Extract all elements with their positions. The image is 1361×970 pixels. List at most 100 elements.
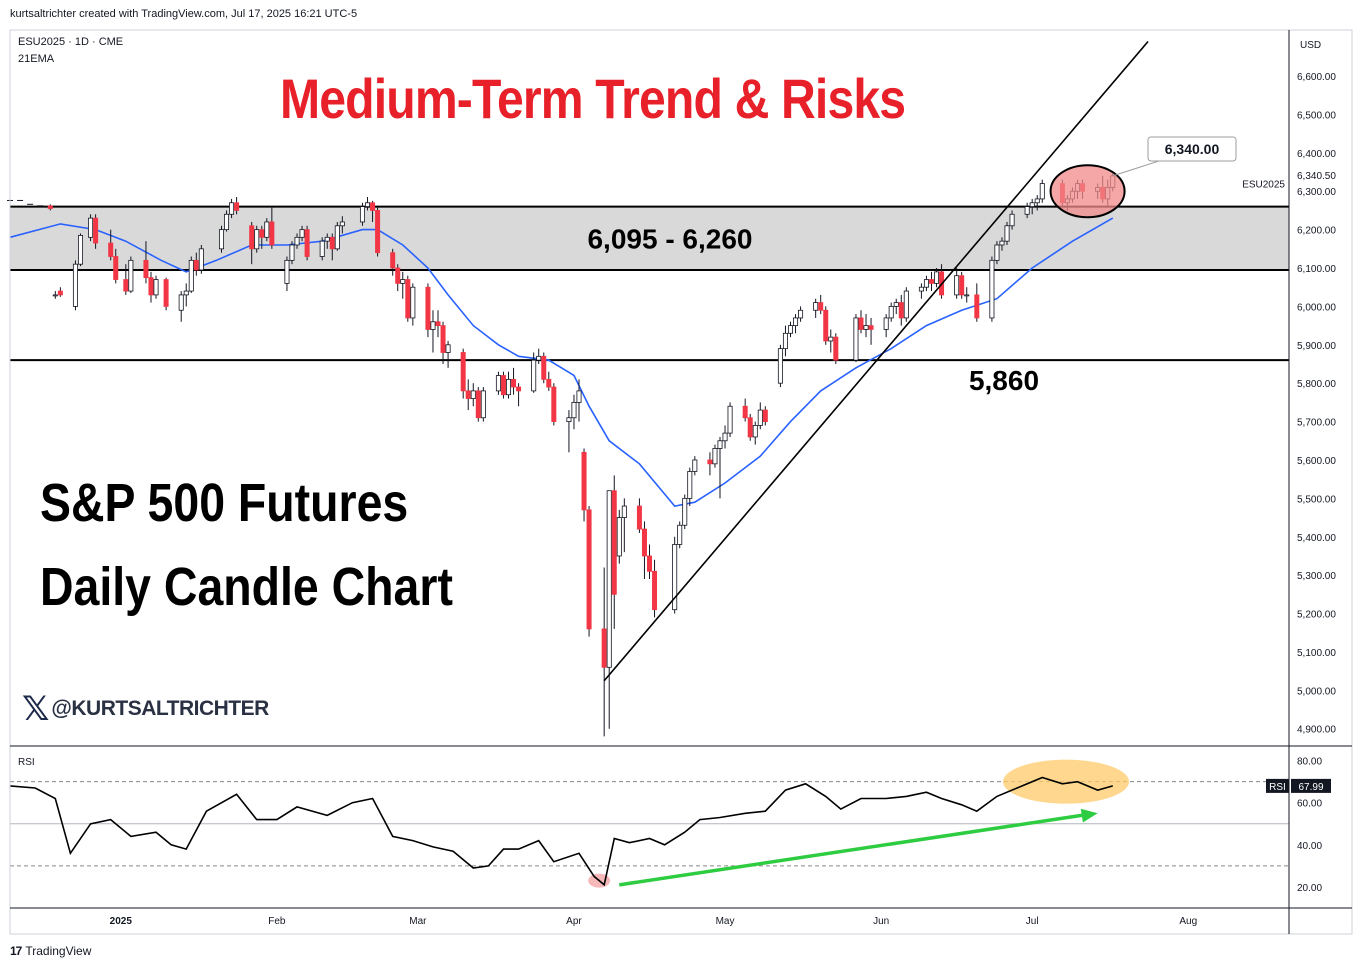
candle	[334, 221, 340, 251]
candle	[516, 383, 522, 407]
candle-body	[918, 286, 924, 292]
price-tick-label: 5,300.00	[1297, 571, 1336, 582]
candle-body	[536, 355, 542, 361]
candle	[405, 275, 411, 322]
indicator-label: 21EMA	[18, 53, 55, 65]
time-tick-label: Mar	[409, 916, 427, 927]
candle	[954, 268, 960, 299]
candle-body	[143, 259, 149, 279]
candle-body	[1029, 202, 1035, 208]
candle	[893, 298, 899, 315]
candle-body	[853, 317, 859, 361]
candle-body	[193, 259, 199, 271]
candle	[546, 371, 552, 391]
candle	[712, 444, 718, 468]
candle-body	[818, 302, 824, 311]
candle-body	[682, 497, 688, 526]
price-tick-label: 5,400.00	[1297, 533, 1336, 544]
candle	[636, 498, 642, 533]
candle-body	[611, 490, 617, 595]
candle	[440, 321, 446, 365]
candle	[994, 241, 1000, 265]
candle-body	[923, 279, 929, 288]
candle-body	[742, 405, 748, 419]
candle	[188, 256, 194, 293]
candle-body	[153, 279, 159, 296]
candle	[641, 521, 647, 579]
candle	[652, 559, 658, 618]
candle-body	[712, 448, 718, 465]
candle-body	[576, 390, 582, 403]
candle	[284, 256, 290, 292]
candle	[581, 448, 587, 522]
support-label: 5,860	[969, 365, 1039, 396]
candle	[178, 291, 184, 322]
candle	[359, 202, 365, 226]
rsi-line	[9, 776, 1114, 887]
candle	[304, 225, 310, 261]
candle	[425, 283, 431, 338]
candle-body	[163, 279, 169, 307]
candle-body	[57, 290, 63, 296]
candle-body	[717, 440, 723, 449]
outer-frame	[9, 29, 1353, 935]
candle-body	[672, 544, 678, 611]
candle	[375, 206, 381, 257]
candle-body	[566, 417, 572, 422]
candle	[888, 302, 894, 322]
candle	[410, 283, 416, 326]
candle-body	[188, 259, 194, 292]
time-tick-label: Feb	[268, 916, 286, 927]
candle	[153, 275, 159, 299]
candle-body	[183, 290, 189, 296]
candle	[218, 225, 224, 253]
candle-body	[480, 390, 486, 419]
headline: Medium-Term Trend & Risks	[280, 67, 906, 130]
candle-body	[77, 234, 83, 265]
candle	[500, 371, 506, 399]
candle	[264, 218, 270, 242]
candle-body	[636, 505, 642, 530]
candle	[445, 340, 451, 368]
candle	[687, 467, 693, 507]
candle-body	[883, 317, 889, 330]
candle-body	[178, 294, 184, 311]
candle	[531, 352, 537, 393]
price-pane: 6,095 - 6,260 5,860 6,340.00 ESU2025	[7, 40, 1289, 737]
price-tick-label: 6,600.00	[1297, 72, 1336, 83]
candle	[536, 348, 542, 365]
price-tick-label: 4,900.00	[1297, 725, 1336, 736]
currency-label: USD	[1300, 40, 1321, 51]
candle-body	[289, 244, 295, 261]
candle-body	[359, 206, 365, 223]
candle-body	[1024, 206, 1030, 215]
candle	[923, 275, 929, 292]
candle	[833, 333, 839, 365]
candle	[319, 237, 325, 261]
candle-body	[470, 390, 476, 399]
candle-body	[757, 409, 763, 426]
candle	[93, 214, 99, 249]
rsi-tick-label: 40.00	[1297, 841, 1322, 852]
candle-body	[959, 275, 965, 296]
candle-body	[813, 302, 819, 311]
candle	[828, 329, 834, 353]
price-tick-label: 6,000.00	[1297, 302, 1336, 313]
candle	[108, 229, 114, 261]
candle-body	[370, 202, 376, 211]
candle-body	[747, 417, 753, 438]
footer-brand-text: TradingView	[25, 944, 92, 958]
candle-body	[798, 309, 804, 319]
candle-body	[395, 267, 401, 284]
candle-body	[375, 210, 381, 254]
candle	[974, 283, 980, 322]
candle	[752, 421, 758, 445]
rsi-name-label: RSI	[1269, 782, 1286, 793]
candle-body	[828, 336, 834, 342]
rsi-tick-label: 80.00	[1297, 757, 1322, 768]
candle-body	[707, 459, 713, 465]
candle	[123, 264, 129, 295]
candle	[460, 348, 466, 399]
candle-body	[868, 325, 874, 330]
